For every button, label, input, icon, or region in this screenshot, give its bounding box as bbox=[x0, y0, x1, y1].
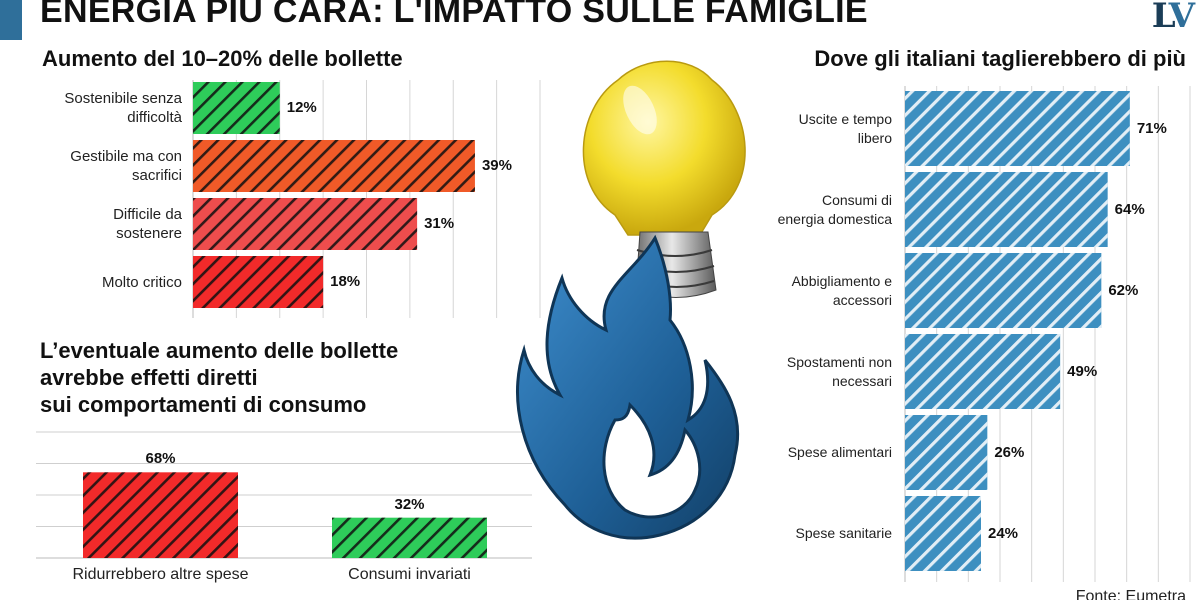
chart2-title-line: avrebbe effetti diretti bbox=[40, 365, 258, 390]
bulb-glass-shape bbox=[582, 60, 746, 236]
chart1-value-label: 39% bbox=[481, 157, 512, 174]
chart2-title-line: L’eventuale aumento delle bollette bbox=[40, 338, 399, 363]
chart2-title: L’eventuale aumento delle bollette avreb… bbox=[40, 337, 398, 418]
chart1-bar-hatch bbox=[193, 140, 475, 192]
chart3-value-label: 49% bbox=[1067, 362, 1098, 380]
chart1-category-label: Difficile da sostenere bbox=[113, 206, 182, 242]
chart3-bar-hatch bbox=[905, 172, 1108, 247]
lightbulb-flame-illustration bbox=[516, 60, 746, 540]
logo-letter-v: V bbox=[1168, 0, 1195, 36]
chart2-category-label: Ridurrebbero altre spese bbox=[72, 566, 249, 583]
chart1-category-label: Gestibile ma con sacrifici bbox=[70, 148, 182, 184]
source-caption: Fonte: Eumetra bbox=[1075, 588, 1186, 600]
chart2-title-line: sui comportamenti di consumo bbox=[40, 392, 367, 417]
chart2-value-label: 32% bbox=[394, 495, 425, 513]
chart3-plot bbox=[904, 86, 1191, 582]
chart3-value-label: 62% bbox=[1108, 281, 1139, 299]
chart3-value-label: 26% bbox=[994, 443, 1025, 461]
chart3-value-label: 64% bbox=[1114, 200, 1145, 218]
chart1-bar-hatch bbox=[193, 198, 418, 250]
chart3-bar-hatch bbox=[905, 334, 1061, 409]
chart3-category-label: Consumi di energia domestica bbox=[777, 191, 892, 227]
chart2-category-label: Consumi invariati bbox=[348, 566, 471, 583]
chart3-category-label: Spese alimentari bbox=[787, 444, 892, 460]
chart2-bar-hatch bbox=[332, 517, 487, 558]
chart1-bar-hatch bbox=[193, 256, 324, 308]
chart3-category-label: Spese sanitarie bbox=[795, 525, 892, 541]
chart1-value-label: 18% bbox=[330, 273, 361, 290]
chart2-bar-hatch bbox=[83, 472, 238, 558]
page-title: ENERGIA PIÙ CARA: L'IMPATTO SULLE FAMIGL… bbox=[40, 0, 868, 30]
brand-logo: LV bbox=[1151, 0, 1195, 36]
chart2-plot bbox=[36, 431, 532, 559]
chart2-value-label: 68% bbox=[145, 450, 176, 468]
logo-letter-l: L bbox=[1151, 0, 1172, 36]
chart3-value-label: 71% bbox=[1136, 119, 1167, 137]
chart1-value-label: 12% bbox=[286, 99, 317, 116]
header-accent-tab bbox=[0, 0, 22, 40]
bulb-highlight-shape bbox=[623, 85, 657, 135]
chart1-plot bbox=[192, 80, 541, 318]
chart3-bar-hatch bbox=[905, 496, 981, 571]
chart3-value-label: 24% bbox=[988, 524, 1019, 542]
chart1-category-label: Molto critico bbox=[101, 273, 182, 291]
chart1-title: Aumento del 10–20% delle bollette bbox=[42, 46, 403, 71]
chart3-category-label: Spostamenti non necessari bbox=[786, 353, 892, 389]
chart3-bar-hatch bbox=[905, 415, 988, 490]
chart3-bar-hatch bbox=[905, 253, 1102, 328]
chart1-category-label: Sostenibile senza difficoltà bbox=[64, 90, 182, 126]
chart3-category-label: Abbigliamento e accessori bbox=[791, 272, 892, 308]
chart3-bar-hatch bbox=[905, 91, 1130, 166]
chart1-bar-hatch bbox=[193, 82, 280, 134]
chart3-category-label: Uscite e tempo libero bbox=[798, 110, 892, 146]
flame-inner-shape bbox=[602, 401, 702, 519]
chart1-value-label: 31% bbox=[424, 215, 455, 232]
chart3-title: Dove gli italiani taglierebbero di più bbox=[814, 46, 1186, 71]
